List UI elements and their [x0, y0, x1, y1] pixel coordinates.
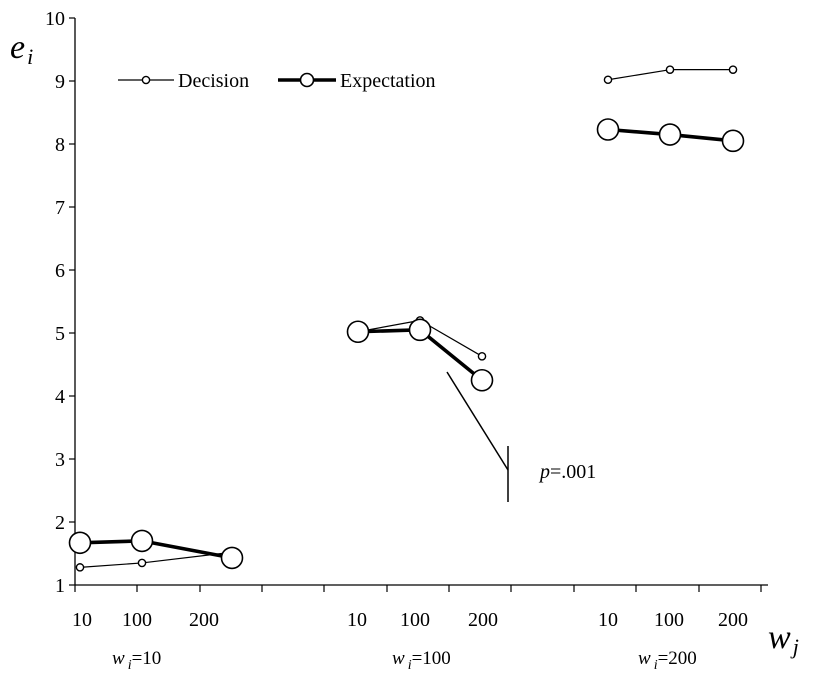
legend-label-expectation: Expectation	[340, 70, 436, 92]
data-point	[603, 75, 613, 85]
data-point	[130, 529, 154, 553]
legend	[118, 72, 336, 88]
y-axis-label: ei	[10, 29, 33, 69]
annotation-pointer	[446, 371, 509, 471]
series-expectation	[68, 118, 745, 570]
series-line	[79, 539, 233, 560]
data-point	[408, 318, 432, 342]
group-label-3: w i=200	[638, 648, 697, 673]
legend-marker-expectation	[299, 72, 315, 88]
annotation-label: p=.001	[538, 461, 596, 483]
x-tick-label: 100	[122, 609, 152, 631]
y-tick-label: 4	[55, 386, 65, 408]
y-tick-label: 10	[45, 8, 65, 30]
data-point	[75, 563, 85, 572]
x-axis-label: wj	[768, 619, 799, 659]
y-ticks: 1 2 3 4 5 6 7 8 9 10	[45, 8, 75, 597]
data-point	[665, 65, 675, 74]
series-decision	[75, 65, 738, 572]
group-label-2: w i=100	[392, 648, 451, 673]
legend-label-decision: Decision	[178, 70, 249, 92]
data-point	[470, 368, 494, 392]
y-tick-label: 2	[55, 512, 65, 534]
x-tick-label: 200	[718, 609, 748, 631]
group-label-1: w i=10	[112, 648, 161, 673]
y-tick-label: 1	[55, 575, 65, 597]
series-layer	[68, 65, 745, 572]
data-point	[68, 531, 92, 555]
x-tick-label: 10	[598, 609, 618, 631]
y-tick-label: 5	[55, 323, 65, 345]
legend-marker-decision	[141, 75, 151, 85]
x-tick-label: 100	[654, 609, 684, 631]
annotation	[446, 371, 509, 502]
x-tick-label: 200	[468, 609, 498, 631]
x-ticks: 10 100 200 10 100 200 10 100 200	[72, 585, 762, 631]
y-tick-label: 9	[55, 71, 65, 93]
data-point	[137, 558, 147, 568]
x-tick-label: 10	[72, 609, 92, 631]
data-point	[220, 546, 244, 570]
data-point	[346, 320, 370, 344]
axes	[74, 18, 768, 586]
x-tick-label: 200	[189, 609, 219, 631]
y-tick-label: 3	[55, 449, 65, 471]
data-point	[596, 118, 620, 141]
data-point	[728, 65, 738, 74]
data-point	[658, 123, 682, 146]
data-point	[721, 129, 745, 153]
x-tick-label: 100	[400, 609, 430, 631]
y-tick-label: 8	[55, 134, 65, 156]
x-tick-label: 10	[347, 609, 367, 631]
y-tick-label: 7	[55, 197, 65, 219]
y-tick-label: 6	[55, 260, 65, 282]
data-point	[477, 352, 487, 361]
